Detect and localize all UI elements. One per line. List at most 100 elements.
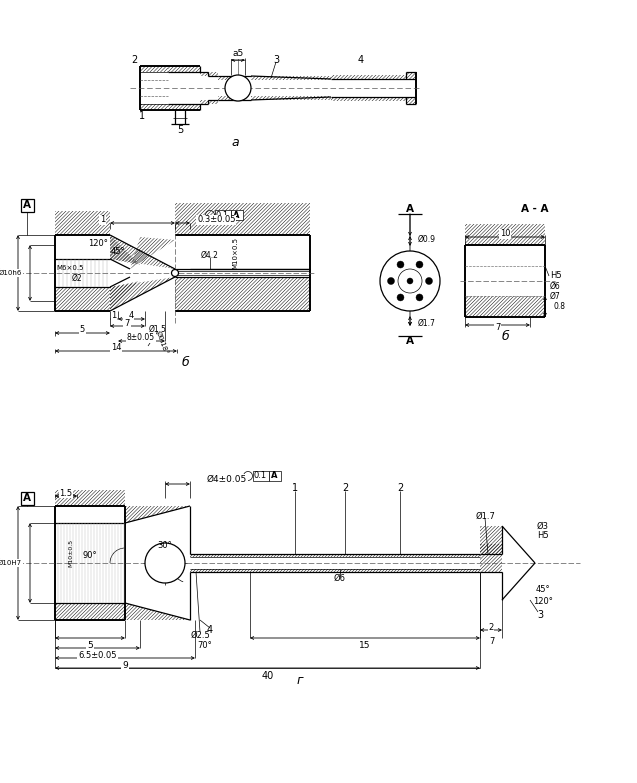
Text: Ø1.5: Ø1.5	[149, 324, 167, 334]
PathPatch shape	[480, 526, 502, 554]
Text: 0.3±0.05: 0.3±0.05	[197, 215, 236, 225]
Circle shape	[397, 261, 404, 268]
Circle shape	[225, 75, 251, 101]
Text: 40: 40	[261, 671, 274, 681]
PathPatch shape	[406, 72, 416, 79]
PathPatch shape	[55, 211, 110, 236]
Text: Ø4±0.05: Ø4±0.05	[207, 474, 247, 483]
Bar	[269, 471, 280, 481]
Text: А: А	[233, 211, 240, 219]
PathPatch shape	[251, 96, 331, 100]
Text: 90°: 90°	[83, 550, 97, 560]
PathPatch shape	[110, 235, 175, 269]
Text: 2: 2	[131, 55, 137, 65]
PathPatch shape	[55, 287, 110, 311]
Text: Ø0.9: Ø0.9	[418, 234, 436, 244]
Bar	[231, 210, 243, 220]
Text: 0.1: 0.1	[216, 211, 229, 219]
Text: А: А	[406, 336, 414, 346]
PathPatch shape	[140, 104, 168, 110]
Text: 15: 15	[359, 641, 371, 650]
Circle shape	[416, 261, 423, 268]
Text: 0.1: 0.1	[254, 471, 267, 481]
PathPatch shape	[406, 97, 416, 104]
PathPatch shape	[218, 76, 238, 80]
Text: 70°: 70°	[197, 640, 212, 650]
Text: 6.5±0.05: 6.5±0.05	[78, 651, 117, 660]
Text: 45°: 45°	[111, 247, 125, 255]
Circle shape	[397, 294, 404, 301]
Text: 30°: 30°	[157, 540, 173, 550]
Text: 1: 1	[139, 111, 145, 121]
Text: 120°: 120°	[533, 597, 553, 607]
Text: 0.8: 0.8	[553, 302, 565, 311]
Text: Ø0.18°: Ø0.18°	[155, 330, 169, 355]
PathPatch shape	[110, 235, 140, 265]
Text: H5: H5	[550, 272, 562, 280]
Text: Ø11: Ø11	[0, 269, 10, 277]
Text: А: А	[271, 471, 278, 481]
Circle shape	[416, 294, 423, 301]
Text: 1: 1	[100, 215, 105, 225]
Text: 45°: 45°	[536, 586, 550, 594]
Text: А: А	[406, 204, 414, 214]
Text: 3: 3	[273, 55, 279, 65]
PathPatch shape	[140, 66, 168, 72]
Text: Ø2.5: Ø2.5	[190, 630, 210, 640]
Text: 9: 9	[122, 661, 128, 670]
Text: А - А: А - А	[521, 204, 548, 214]
Text: 3: 3	[537, 610, 543, 620]
Text: б: б	[181, 356, 189, 370]
PathPatch shape	[55, 490, 125, 507]
Circle shape	[145, 543, 185, 583]
Bar	[215, 210, 231, 220]
Text: А: А	[23, 200, 31, 210]
PathPatch shape	[55, 603, 125, 620]
Text: Ø1.7: Ø1.7	[475, 511, 495, 521]
Text: 4: 4	[129, 312, 134, 320]
PathPatch shape	[190, 569, 480, 572]
Circle shape	[426, 277, 433, 284]
Text: Ø6: Ø6	[550, 282, 561, 290]
PathPatch shape	[110, 277, 175, 311]
Text: Ø2: Ø2	[72, 273, 82, 283]
PathPatch shape	[130, 237, 175, 269]
Text: 14: 14	[111, 344, 121, 352]
Text: М10×0.5: М10×0.5	[232, 237, 238, 269]
Text: Ø7: Ø7	[550, 291, 561, 301]
Text: 1.5: 1.5	[59, 489, 73, 497]
Text: Ø1.7: Ø1.7	[418, 319, 436, 327]
Circle shape	[380, 251, 440, 311]
Text: 1: 1	[292, 483, 298, 493]
PathPatch shape	[175, 203, 310, 236]
Text: Ø10h6: Ø10h6	[0, 270, 22, 276]
Circle shape	[387, 277, 394, 284]
Bar	[252, 471, 269, 481]
PathPatch shape	[125, 603, 190, 620]
Text: Ø4.2: Ø4.2	[201, 251, 219, 259]
Text: 2: 2	[397, 483, 403, 493]
PathPatch shape	[168, 66, 200, 72]
Circle shape	[171, 269, 178, 276]
PathPatch shape	[251, 76, 331, 80]
Text: А: А	[23, 493, 31, 503]
PathPatch shape	[200, 72, 218, 76]
Text: 5: 5	[87, 641, 93, 650]
Text: М6×0.5: М6×0.5	[56, 265, 83, 271]
PathPatch shape	[200, 100, 218, 104]
Bar	[20, 492, 34, 504]
Text: 7: 7	[495, 323, 500, 333]
Text: 10: 10	[500, 229, 510, 239]
Text: 120°: 120°	[88, 239, 108, 247]
PathPatch shape	[480, 544, 502, 572]
PathPatch shape	[125, 506, 190, 523]
PathPatch shape	[190, 554, 480, 557]
Text: М10±0.5: М10±0.5	[69, 539, 73, 567]
PathPatch shape	[465, 224, 545, 246]
PathPatch shape	[218, 96, 238, 100]
Bar	[20, 199, 34, 211]
Text: 8±0.05: 8±0.05	[127, 334, 155, 342]
Text: 5: 5	[80, 326, 85, 334]
Text: 5: 5	[177, 125, 183, 135]
Text: 7: 7	[489, 637, 495, 645]
